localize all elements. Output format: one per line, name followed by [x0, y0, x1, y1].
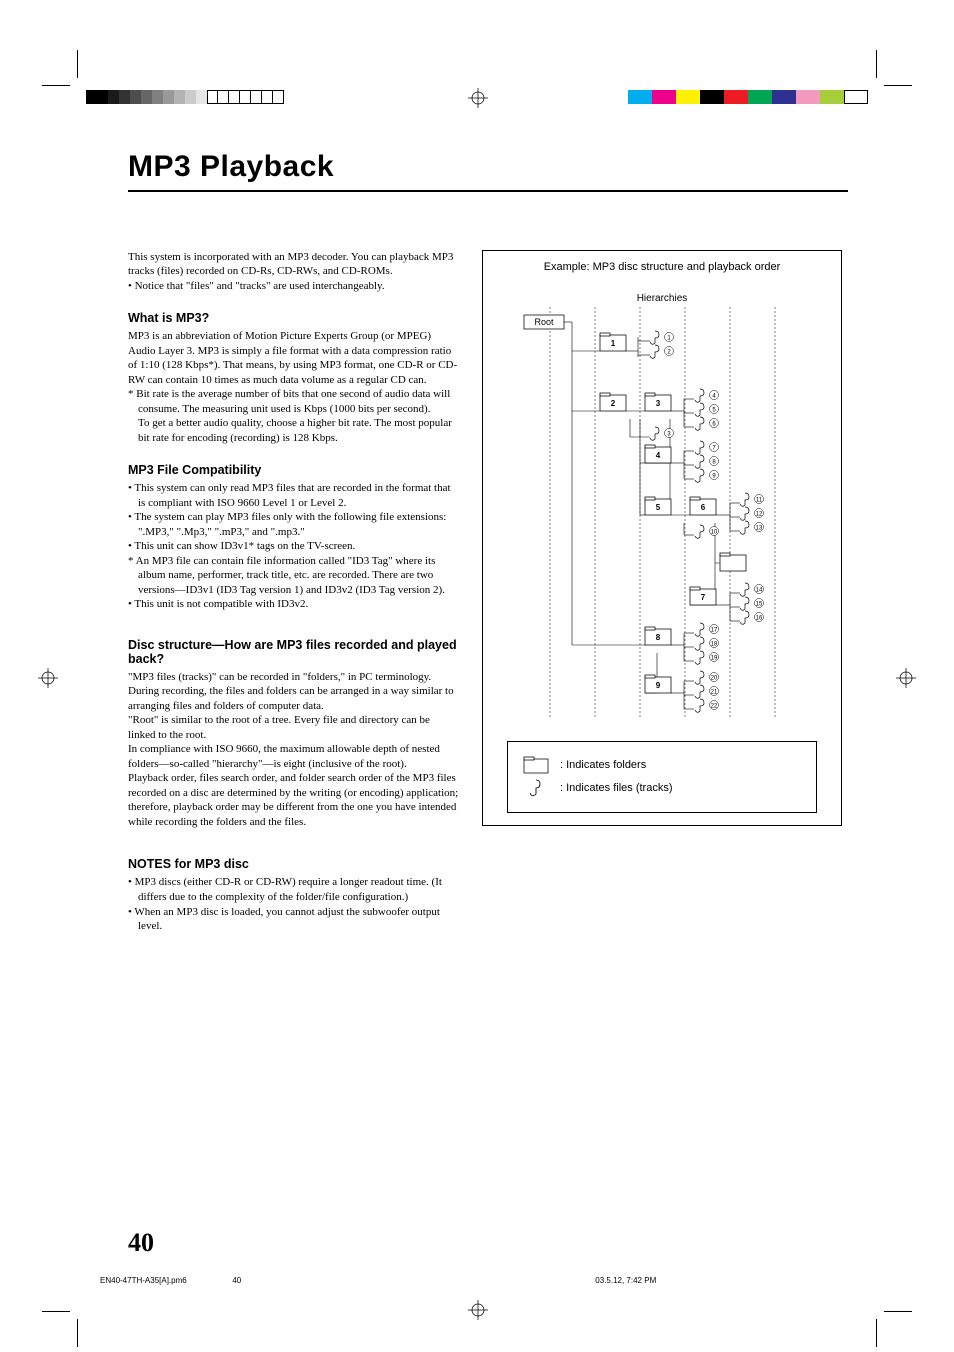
svg-text:17: 17: [711, 627, 718, 633]
svg-text:4: 4: [656, 451, 661, 460]
sec3-p4: In compliance with ISO 9660, the maximum…: [128, 742, 460, 771]
diagram-box: Example: MP3 disc structure and playback…: [482, 250, 842, 826]
svg-text:18: 18: [711, 641, 718, 647]
svg-text:1: 1: [611, 339, 616, 348]
legend-folders: : Indicates folders: [522, 756, 802, 774]
svg-text:Root: Root: [534, 317, 554, 327]
svg-text:10: 10: [711, 529, 718, 535]
sec4-b2: • When an MP3 disc is loaded, you cannot…: [128, 905, 460, 934]
sec2-b4: • This unit is not compatible with ID3v2…: [128, 597, 460, 612]
right-column: Example: MP3 disc structure and playback…: [482, 250, 842, 934]
registration-mark-right: [896, 668, 916, 688]
sec1-star1b: To get a better audio quality, choose a …: [128, 416, 460, 445]
svg-text:8: 8: [656, 633, 661, 642]
heading-compat: MP3 File Compatibility: [128, 463, 460, 477]
left-column: This system is incorporated with an MP3 …: [128, 250, 460, 934]
svg-text:5: 5: [656, 503, 661, 512]
footer-timestamp: 03.5.12, 7:42 PM: [595, 1276, 860, 1285]
page-content: MP3 Playback This system is incorporated…: [128, 150, 848, 934]
intro-bullet: • Notice that "files" and "tracks" are u…: [128, 279, 460, 294]
legend-folders-label: : Indicates folders: [560, 759, 646, 771]
crop-mark: [42, 85, 70, 86]
sec4-b1: • MP3 discs (either CD-R or CD-RW) requi…: [128, 875, 460, 904]
svg-text:13: 13: [756, 525, 763, 531]
footer-filename: EN40-47TH-A35[A].pm6: [100, 1276, 232, 1285]
svg-text:12: 12: [756, 511, 763, 517]
printer-marks-top: [0, 90, 954, 112]
heading-what-is-mp3: What is MP3?: [128, 311, 460, 325]
heading-notes: NOTES for MP3 disc: [128, 857, 460, 871]
intro-text: This system is incorporated with an MP3 …: [128, 250, 460, 279]
svg-text:3: 3: [656, 399, 661, 408]
two-column-layout: This system is incorporated with an MP3 …: [128, 250, 848, 934]
registration-mark-left: [38, 668, 58, 688]
svg-text:7: 7: [701, 593, 706, 602]
sec2-b2: • The system can play MP3 files only wit…: [128, 510, 460, 539]
sec3-p5: Playback order, files search order, and …: [128, 771, 460, 829]
page-title: MP3 Playback: [128, 150, 848, 184]
file-icon: [522, 778, 550, 798]
svg-text:16: 16: [756, 615, 763, 621]
legend-files: : Indicates files (tracks): [522, 778, 802, 798]
footer-page: 40: [232, 1276, 435, 1285]
sec2-star: * An MP3 file can contain file informati…: [128, 554, 460, 598]
sec3-p3: "Root" is similar to the root of a tree.…: [128, 713, 460, 742]
legend-box: : Indicates folders : Indicates files (t…: [507, 741, 817, 813]
svg-text:15: 15: [756, 601, 763, 607]
svg-text:11: 11: [756, 497, 763, 503]
printer-marks-bottom: [0, 1300, 954, 1322]
svg-text:14: 14: [756, 587, 763, 593]
sec1-star1: * Bit rate is the average number of bits…: [128, 387, 460, 416]
folder-icon: [522, 756, 550, 774]
page-number: 40: [128, 1228, 154, 1258]
crop-mark: [884, 85, 912, 86]
heading-structure: Disc structure—How are MP3 files recorde…: [128, 638, 460, 666]
crop-mark: [77, 50, 78, 78]
svg-text:9: 9: [656, 681, 661, 690]
svg-text:22: 22: [711, 703, 718, 709]
registration-mark-top: [468, 88, 488, 108]
registration-mark-bottom: [468, 1300, 488, 1320]
sec2-b1: • This system can only read MP3 files th…: [128, 481, 460, 510]
svg-text:6: 6: [701, 503, 706, 512]
grayscale-bar: [86, 90, 284, 104]
sec3-p2: During recording, the files and folders …: [128, 684, 460, 713]
crop-mark: [77, 1319, 78, 1347]
svg-text:20: 20: [711, 675, 718, 681]
diagram-title: Example: MP3 disc structure and playback…: [483, 261, 841, 273]
tree-diagram: HierarchiesRoot1234567891234567891011121…: [502, 287, 822, 727]
color-bar-top: [628, 90, 868, 104]
svg-text:2: 2: [611, 399, 616, 408]
crop-mark: [876, 50, 877, 78]
svg-text:Hierarchies: Hierarchies: [637, 293, 688, 304]
legend-files-label: : Indicates files (tracks): [560, 782, 672, 794]
sec2-b3: • This unit can show ID3v1* tags on the …: [128, 539, 460, 554]
svg-text:19: 19: [711, 655, 718, 661]
sec1-p1: MP3 is an abbreviation of Motion Picture…: [128, 329, 460, 387]
title-rule: [128, 190, 848, 192]
footer: EN40-47TH-A35[A].pm6 40 03.5.12, 7:42 PM: [100, 1276, 860, 1285]
crop-mark: [876, 1319, 877, 1347]
svg-text:21: 21: [711, 689, 718, 695]
sec3-p1: "MP3 files (tracks)" can be recorded in …: [128, 670, 460, 685]
